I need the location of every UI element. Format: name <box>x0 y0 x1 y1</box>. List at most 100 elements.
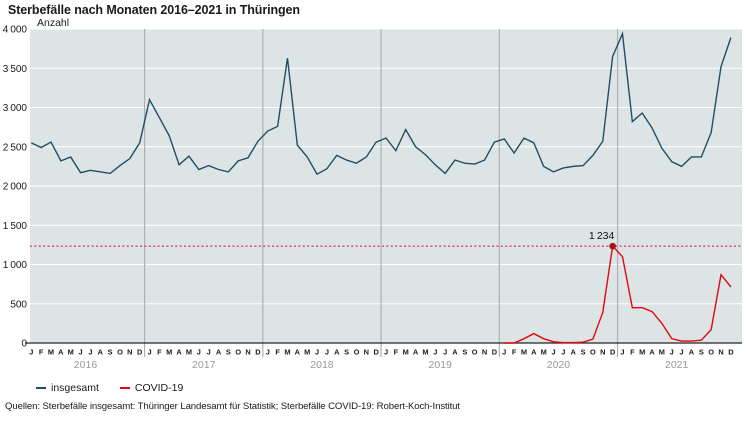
svg-text:A: A <box>334 348 340 357</box>
peak-marker <box>609 242 616 250</box>
svg-text:N: N <box>600 348 605 357</box>
svg-text:J: J <box>197 348 201 357</box>
svg-text:2021: 2021 <box>665 359 689 371</box>
svg-text:J: J <box>266 348 270 357</box>
svg-text:A: A <box>295 348 301 357</box>
svg-text:M: M <box>422 348 428 357</box>
svg-text:2 500: 2 500 <box>3 142 28 153</box>
svg-text:3 000: 3 000 <box>3 103 28 114</box>
legend-item-insgesamt: insgesamt <box>36 382 99 394</box>
svg-text:M: M <box>521 348 527 357</box>
svg-text:D: D <box>255 348 261 357</box>
svg-text:500: 500 <box>10 299 27 310</box>
svg-text:A: A <box>452 348 458 357</box>
svg-text:N: N <box>127 348 132 357</box>
svg-text:2016: 2016 <box>74 359 98 371</box>
svg-text:A: A <box>216 348 222 357</box>
legend-label-insgesamt: insgesamt <box>51 382 99 394</box>
svg-text:1 000: 1 000 <box>3 260 28 271</box>
svg-text:J: J <box>207 348 211 357</box>
svg-text:J: J <box>79 348 83 357</box>
svg-text:M: M <box>48 348 54 357</box>
svg-text:Anzahl: Anzahl <box>37 17 69 29</box>
svg-text:J: J <box>502 348 506 357</box>
svg-text:J: J <box>443 348 447 357</box>
svg-text:F: F <box>394 348 399 357</box>
svg-text:J: J <box>325 348 329 357</box>
svg-text:1 234: 1 234 <box>589 230 615 242</box>
svg-text:A: A <box>176 348 182 357</box>
chart-legend: insgesamt COVID-19 <box>36 382 183 394</box>
svg-text:F: F <box>630 348 635 357</box>
svg-text:M: M <box>166 348 172 357</box>
svg-text:M: M <box>304 348 310 357</box>
svg-text:J: J <box>561 348 565 357</box>
svg-text:M: M <box>541 348 547 357</box>
svg-text:A: A <box>531 348 537 357</box>
svg-text:O: O <box>235 348 241 357</box>
svg-text:S: S <box>462 348 467 357</box>
svg-text:M: M <box>186 348 192 357</box>
svg-text:J: J <box>551 348 555 357</box>
svg-text:2020: 2020 <box>547 359 571 371</box>
svg-text:D: D <box>728 348 734 357</box>
svg-text:A: A <box>689 348 695 357</box>
svg-text:O: O <box>354 348 360 357</box>
svg-text:3 500: 3 500 <box>3 64 28 75</box>
svg-text:J: J <box>680 348 684 357</box>
svg-text:S: S <box>699 348 704 357</box>
svg-text:2018: 2018 <box>310 359 334 371</box>
svg-text:J: J <box>315 348 319 357</box>
svg-text:M: M <box>403 348 409 357</box>
svg-text:M: M <box>284 348 290 357</box>
svg-text:M: M <box>659 348 665 357</box>
svg-text:2017: 2017 <box>192 359 216 371</box>
svg-text:D: D <box>373 348 379 357</box>
page-title: Sterbefälle nach Monaten 2016–2021 in Th… <box>8 3 300 17</box>
svg-text:S: S <box>344 348 349 357</box>
svg-text:J: J <box>88 348 92 357</box>
svg-text:2019: 2019 <box>429 359 453 371</box>
svg-text:S: S <box>581 348 586 357</box>
svg-text:4 000: 4 000 <box>3 25 28 36</box>
svg-text:M: M <box>639 348 645 357</box>
source-note: Quellen: Sterbefälle insgesamt: Thüringe… <box>5 401 460 412</box>
svg-text:J: J <box>29 348 33 357</box>
svg-text:F: F <box>275 348 280 357</box>
svg-text:1 500: 1 500 <box>3 221 28 232</box>
svg-text:A: A <box>413 348 419 357</box>
legend-item-covid19: COVID-19 <box>119 382 184 394</box>
svg-text:S: S <box>226 348 231 357</box>
svg-text:N: N <box>245 348 250 357</box>
svg-text:O: O <box>117 348 123 357</box>
svg-text:A: A <box>58 348 64 357</box>
insgesamt-line-icon <box>36 387 46 389</box>
svg-text:J: J <box>620 348 624 357</box>
svg-text:M: M <box>68 348 74 357</box>
svg-text:J: J <box>433 348 437 357</box>
legend-label-covid19: COVID-19 <box>134 382 184 394</box>
svg-text:N: N <box>482 348 487 357</box>
svg-text:F: F <box>157 348 162 357</box>
series-line-insgesamt <box>30 31 732 176</box>
svg-text:F: F <box>39 348 44 357</box>
svg-text:N: N <box>364 348 369 357</box>
svg-text:D: D <box>492 348 498 357</box>
svg-text:2 000: 2 000 <box>3 182 28 193</box>
svg-text:O: O <box>708 348 714 357</box>
svg-text:A: A <box>649 348 655 357</box>
svg-text:J: J <box>147 348 151 357</box>
svg-text:D: D <box>137 348 143 357</box>
svg-text:A: A <box>571 348 577 357</box>
svg-text:S: S <box>108 348 113 357</box>
svg-text:F: F <box>512 348 517 357</box>
svg-text:N: N <box>718 348 723 357</box>
svg-text:D: D <box>610 348 616 357</box>
svg-text:J: J <box>670 348 674 357</box>
svg-text:O: O <box>472 348 478 357</box>
svg-text:A: A <box>98 348 104 357</box>
series-line-covid-19 <box>504 244 732 344</box>
svg-text:J: J <box>384 348 388 357</box>
svg-text:O: O <box>590 348 596 357</box>
